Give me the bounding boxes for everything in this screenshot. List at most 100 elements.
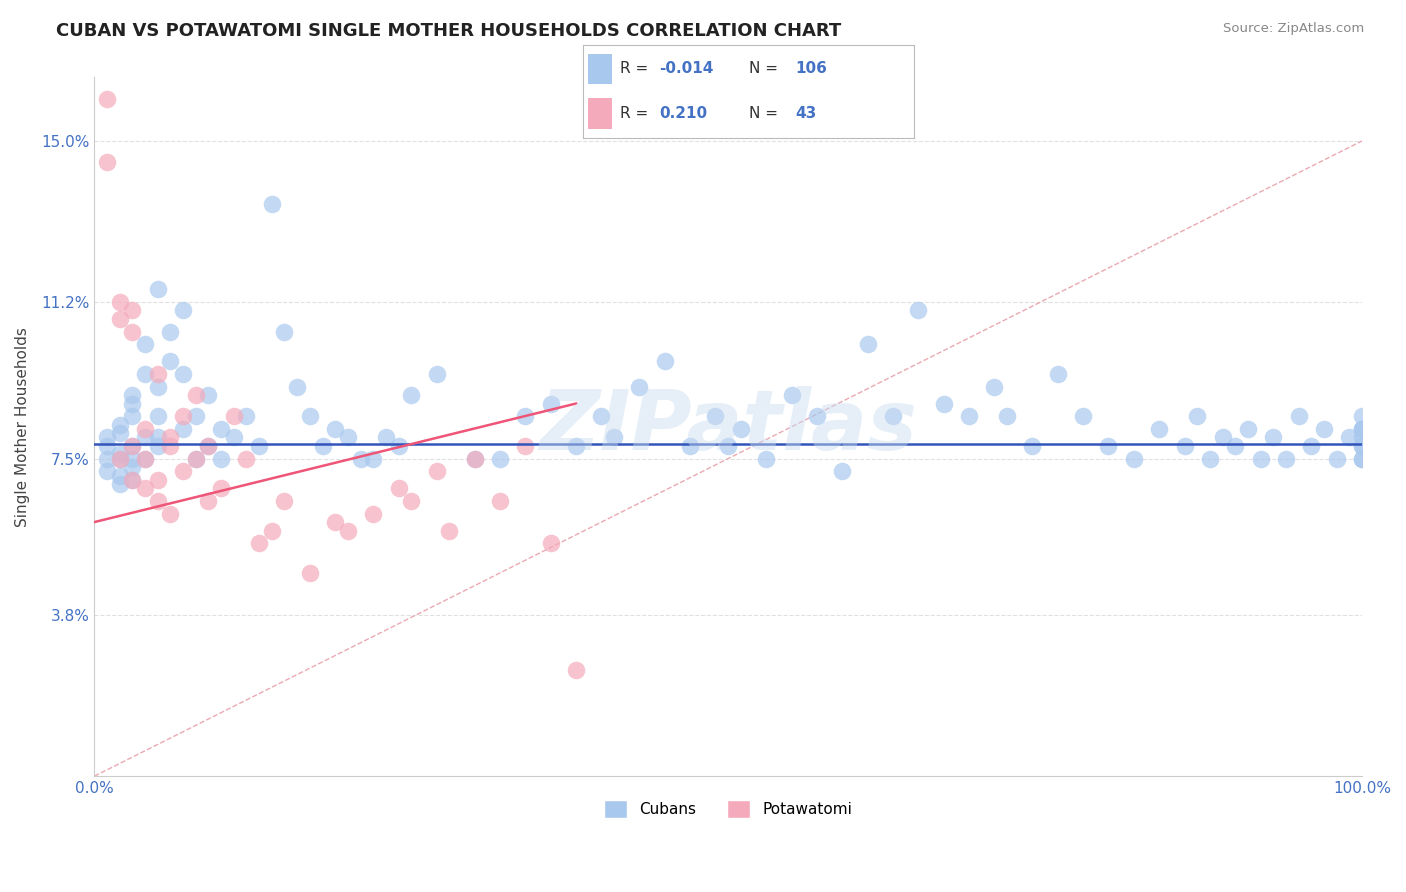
Point <box>1351 439 1374 453</box>
Point <box>108 477 131 491</box>
Point <box>1199 451 1222 466</box>
Text: 0.210: 0.210 <box>659 106 707 121</box>
Point <box>172 367 194 381</box>
Point <box>489 451 512 466</box>
Text: R =: R = <box>620 62 652 77</box>
Point <box>1351 422 1374 436</box>
Point <box>679 439 702 453</box>
Point <box>273 494 295 508</box>
Point <box>1097 439 1119 453</box>
Point <box>159 325 181 339</box>
Point <box>108 417 131 432</box>
Point <box>96 155 118 169</box>
Point <box>172 464 194 478</box>
Point <box>628 379 651 393</box>
Point <box>108 311 131 326</box>
Point <box>401 494 423 508</box>
Point <box>146 409 169 424</box>
Point <box>336 430 359 444</box>
Point <box>932 396 955 410</box>
Point <box>1351 439 1374 453</box>
Point <box>426 464 449 478</box>
Text: 43: 43 <box>794 106 817 121</box>
Point <box>1046 367 1069 381</box>
Point <box>184 451 207 466</box>
Point <box>209 451 232 466</box>
Point <box>146 367 169 381</box>
Point <box>134 451 156 466</box>
Point <box>108 294 131 309</box>
Point <box>121 396 143 410</box>
Point <box>134 451 156 466</box>
Text: R =: R = <box>620 106 652 121</box>
Point <box>96 451 118 466</box>
Point <box>515 439 537 453</box>
Point <box>1275 451 1298 466</box>
Point <box>121 460 143 475</box>
Point <box>1212 430 1234 444</box>
Point <box>96 92 118 106</box>
Point <box>361 507 384 521</box>
Point <box>401 388 423 402</box>
Point <box>108 451 131 466</box>
Point <box>426 367 449 381</box>
Point <box>540 396 562 410</box>
Text: Source: ZipAtlas.com: Source: ZipAtlas.com <box>1223 22 1364 36</box>
Point <box>298 409 321 424</box>
Point <box>1313 422 1336 436</box>
Point <box>361 451 384 466</box>
Point <box>184 409 207 424</box>
Point <box>121 473 143 487</box>
Point <box>540 536 562 550</box>
Point <box>96 439 118 453</box>
Point <box>1147 422 1170 436</box>
Point <box>1326 451 1348 466</box>
Point <box>957 409 980 424</box>
Point <box>1339 430 1361 444</box>
Point <box>222 409 245 424</box>
Point <box>260 197 283 211</box>
Point <box>134 430 156 444</box>
Point <box>121 388 143 402</box>
Point <box>159 507 181 521</box>
Point <box>323 515 346 529</box>
Text: N =: N = <box>748 62 783 77</box>
Point <box>907 303 929 318</box>
Point <box>882 409 904 424</box>
Point <box>121 473 143 487</box>
Point <box>387 439 409 453</box>
Point <box>1351 451 1374 466</box>
Point <box>197 439 219 453</box>
Point <box>159 430 181 444</box>
Point <box>222 430 245 444</box>
Point <box>121 439 143 453</box>
Text: N =: N = <box>748 106 783 121</box>
Point <box>603 430 626 444</box>
Point <box>1071 409 1094 424</box>
Point <box>439 524 461 538</box>
Bar <box>589 98 612 129</box>
Point <box>108 451 131 466</box>
Point <box>121 409 143 424</box>
Point <box>197 439 219 453</box>
Text: 106: 106 <box>794 62 827 77</box>
Point <box>704 409 727 424</box>
Point <box>1237 422 1260 436</box>
Point <box>134 481 156 495</box>
Point <box>1351 422 1374 436</box>
Point <box>1288 409 1310 424</box>
Point <box>1351 451 1374 466</box>
Point <box>146 494 169 508</box>
Point <box>856 337 879 351</box>
Point <box>717 439 740 453</box>
Point <box>1173 439 1195 453</box>
Point <box>108 468 131 483</box>
Point <box>1185 409 1208 424</box>
Point <box>1263 430 1285 444</box>
Point <box>464 451 486 466</box>
Point <box>298 566 321 580</box>
Point <box>1351 409 1374 424</box>
Point <box>121 439 143 453</box>
Point <box>121 303 143 318</box>
Point <box>96 430 118 444</box>
